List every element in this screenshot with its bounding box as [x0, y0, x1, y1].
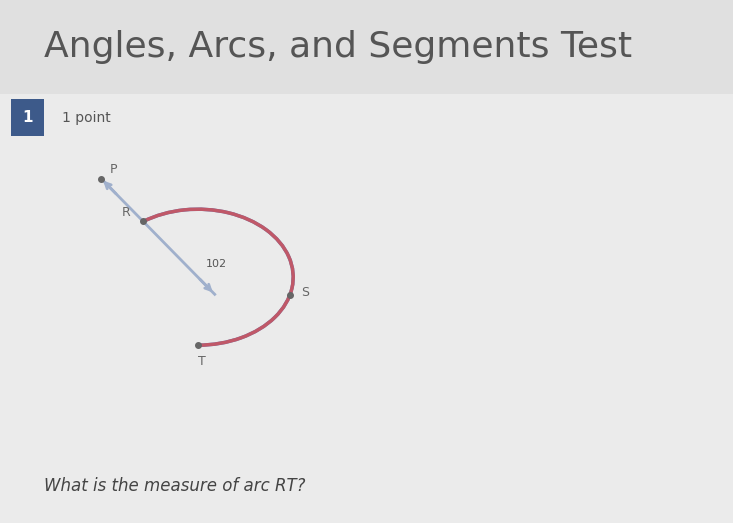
Text: What is the measure of arc RT?: What is the measure of arc RT? [44, 477, 306, 495]
Text: S: S [301, 286, 309, 299]
FancyBboxPatch shape [0, 0, 733, 94]
Text: 102: 102 [206, 259, 226, 269]
FancyBboxPatch shape [11, 99, 44, 136]
Text: 1: 1 [22, 110, 33, 125]
Text: T: T [198, 355, 205, 368]
Text: P: P [110, 163, 117, 176]
Text: R: R [121, 206, 130, 219]
Text: 1 point: 1 point [62, 111, 111, 124]
Text: Angles, Arcs, and Segments Test: Angles, Arcs, and Segments Test [44, 30, 632, 64]
